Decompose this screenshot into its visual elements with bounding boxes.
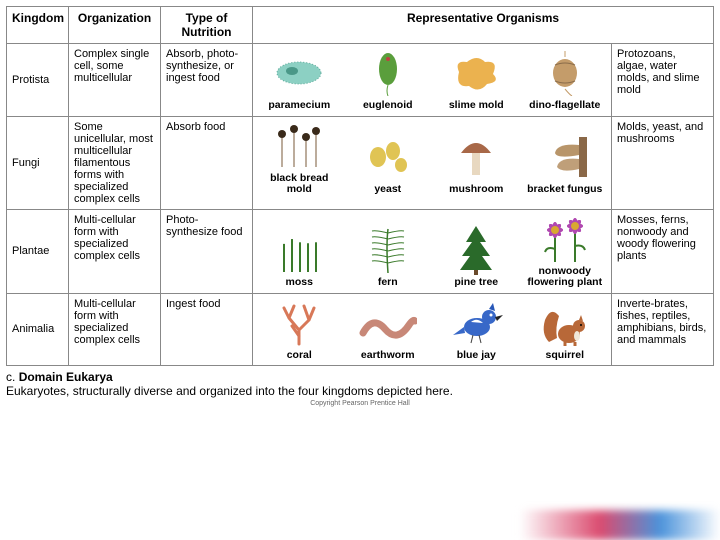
organism-label: paramecium [268, 100, 330, 112]
organism: blue jay [435, 298, 518, 362]
table-row: ProtistaComplex single cell, some multic… [7, 44, 714, 117]
organisms-cell: black bread mold yeast mushroom bracket fun… [253, 116, 612, 209]
organisms-cell: paramecium euglenoid slime mold dino-flagel… [253, 44, 612, 117]
kingdom-cell: Fungi [7, 116, 69, 209]
pine-icon [446, 225, 506, 275]
organism-label: moss [286, 277, 313, 289]
organism-label: bracket fungus [527, 184, 602, 196]
organism: coral [258, 298, 341, 362]
organism: moss [258, 225, 341, 289]
kingdoms-table: Kingdom Organization Type of Nutrition R… [6, 6, 714, 366]
organization-cell: Some unicellular, most multicellular fil… [69, 116, 161, 209]
table-row: PlantaeMulti-cellular form with speciali… [7, 209, 714, 293]
header-representative: Representative Organisms [253, 7, 714, 44]
organisms-cell: coral earthworm blue jay squirrel [253, 293, 612, 366]
nutrition-cell: Photo-synthesize food [161, 209, 253, 293]
header-kingdom: Kingdom [7, 7, 69, 44]
organism: dino-flagellate [524, 48, 607, 112]
mushroom-icon [446, 132, 506, 182]
kingdom-cell: Plantae [7, 209, 69, 293]
copyright: Copyright Pearson Prentice Hall [6, 400, 714, 407]
kingdom-cell: Protista [7, 44, 69, 117]
organism-label: fern [378, 277, 398, 289]
slime-icon [446, 48, 506, 98]
organism-label: euglenoid [363, 100, 413, 112]
organism-label: earthworm [361, 350, 415, 362]
nutrition-cell: Absorb food [161, 116, 253, 209]
examples-cell: Inverte-brates, fishes, reptiles, amphib… [612, 293, 714, 366]
examples-cell: Protozoans, algae, water molds, and slim… [612, 44, 714, 117]
caption-text: Eukaryotes, structurally diverse and org… [6, 384, 453, 398]
organism-label: nonwoody flowering plant [524, 266, 607, 289]
organism-label: pine tree [454, 277, 498, 289]
kingdom-cell: Animalia [7, 293, 69, 366]
organisms-cell: moss fern pine tree nonwoody flowering plan… [253, 209, 612, 293]
examples-cell: Mosses, ferns, nonwoody and woody flower… [612, 209, 714, 293]
organism: euglenoid [347, 48, 430, 112]
moss-icon [269, 225, 329, 275]
organism: pine tree [435, 225, 518, 289]
dino-icon [535, 48, 595, 98]
organization-cell: Multi-cellular form with specialized com… [69, 209, 161, 293]
bird-icon [446, 298, 506, 348]
worm-icon [358, 298, 418, 348]
organism: bracket fungus [524, 132, 607, 196]
organism-label: mushroom [449, 184, 503, 196]
organism-label: slime mold [449, 100, 504, 112]
yeast-icon [358, 132, 418, 182]
organism: squirrel [524, 298, 607, 362]
coral-icon [269, 298, 329, 348]
nutrition-cell: Ingest food [161, 293, 253, 366]
bracket-icon [535, 132, 595, 182]
organism: black bread mold [258, 121, 341, 196]
organism-label: squirrel [545, 350, 584, 362]
fern-icon [358, 225, 418, 275]
organism: slime mold [435, 48, 518, 112]
organism-label: yeast [374, 184, 401, 196]
organism-label: coral [287, 350, 312, 362]
header-row: Kingdom Organization Type of Nutrition R… [7, 7, 714, 44]
organism-label: dino-flagellate [529, 100, 600, 112]
organism: fern [347, 225, 430, 289]
organism: earthworm [347, 298, 430, 362]
header-nutrition: Type of Nutrition [161, 7, 253, 44]
flower-icon [535, 214, 595, 264]
table-row: FungiSome unicellular, most multicellula… [7, 116, 714, 209]
caption: c. Domain Eukarya Eukaryotes, structural… [6, 370, 714, 398]
organization-cell: Complex single cell, some multicellular [69, 44, 161, 117]
nutrition-cell: Absorb, photo-synthesize, or ingest food [161, 44, 253, 117]
organization-cell: Multi-cellular form with specialized com… [69, 293, 161, 366]
caption-title: Domain Eukarya [19, 370, 113, 384]
squirrel-icon [535, 298, 595, 348]
organism-label: blue jay [457, 350, 496, 362]
table-row: AnimaliaMulti-cellular form with special… [7, 293, 714, 366]
examples-cell: Molds, yeast, and mushrooms [612, 116, 714, 209]
organism-label: black bread mold [258, 173, 341, 196]
decorative-strip [520, 510, 720, 540]
organism: paramecium [258, 48, 341, 112]
mold-icon [269, 121, 329, 171]
organism: nonwoody flowering plant [524, 214, 607, 289]
header-organization: Organization [69, 7, 161, 44]
caption-prefix: c. [6, 370, 15, 384]
organism: mushroom [435, 132, 518, 196]
organism: yeast [347, 132, 430, 196]
euglenoid-icon [358, 48, 418, 98]
paramecium-icon [269, 48, 329, 98]
